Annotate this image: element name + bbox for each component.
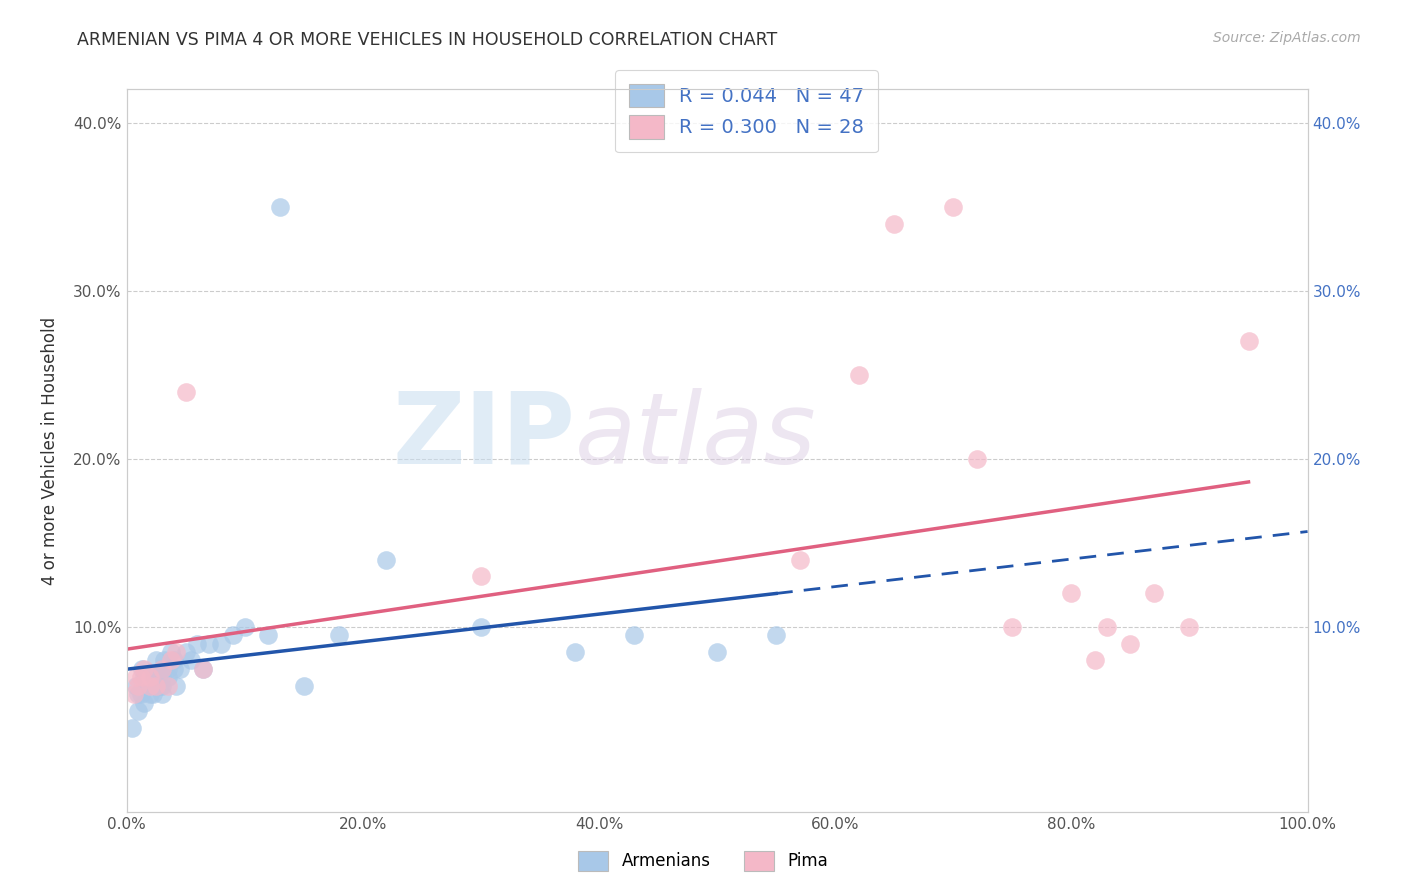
Point (1143, 586, 1166, 600)
Point (156, 670, 179, 684)
Point (163, 653, 186, 667)
Point (125, 679, 148, 693)
Point (174, 384, 197, 399)
Point (706, 645, 728, 659)
Point (193, 662, 215, 676)
Point (150, 670, 173, 684)
Point (789, 552, 811, 566)
Point (169, 662, 191, 676)
Point (129, 687, 152, 701)
Point (141, 670, 163, 684)
Point (292, 679, 315, 693)
Point (1095, 620, 1118, 634)
Point (145, 653, 167, 667)
Point (470, 569, 492, 583)
Point (149, 679, 172, 693)
Point (125, 670, 148, 684)
Point (564, 645, 586, 659)
Point (139, 679, 162, 693)
Point (160, 653, 183, 667)
Point (222, 628, 245, 642)
Point (198, 637, 221, 651)
Point (233, 620, 256, 634)
Point (153, 653, 176, 667)
Point (165, 679, 187, 693)
Point (1119, 637, 1142, 651)
Point (134, 662, 156, 676)
Point (257, 628, 280, 642)
Point (1001, 620, 1024, 634)
Y-axis label: 4 or more Vehicles in Household: 4 or more Vehicles in Household (41, 317, 59, 584)
Legend: Armenians, Pima: Armenians, Pima (569, 842, 837, 880)
Point (209, 637, 232, 651)
Text: Source: ZipAtlas.com: Source: ZipAtlas.com (1213, 31, 1361, 45)
Point (122, 687, 145, 701)
Point (375, 552, 398, 566)
Point (127, 687, 149, 701)
Point (156, 679, 179, 693)
Point (160, 645, 183, 659)
Point (470, 620, 492, 634)
Point (139, 670, 162, 684)
Point (150, 679, 173, 693)
Point (966, 451, 988, 466)
Point (883, 217, 905, 231)
Point (139, 687, 162, 701)
Text: atlas: atlas (575, 387, 817, 484)
Point (127, 704, 149, 718)
Point (145, 670, 167, 684)
Point (134, 670, 156, 684)
Point (156, 662, 179, 676)
Point (193, 662, 215, 676)
Point (121, 721, 143, 735)
Point (136, 679, 159, 693)
Point (131, 662, 153, 676)
Text: ARMENIAN VS PIMA 4 OR MORE VEHICLES IN HOUSEHOLD CORRELATION CHART: ARMENIAN VS PIMA 4 OR MORE VEHICLES IN H… (77, 31, 778, 49)
Point (765, 628, 787, 642)
Point (942, 200, 965, 214)
Point (328, 628, 350, 642)
Point (269, 200, 291, 214)
Point (145, 679, 167, 693)
Point (1084, 653, 1107, 667)
Point (150, 662, 173, 676)
Legend: R = 0.044   N = 47, R = 0.300   N = 28: R = 0.044 N = 47, R = 0.300 N = 28 (616, 70, 877, 153)
Point (139, 670, 162, 684)
Point (848, 368, 870, 382)
Point (623, 628, 645, 642)
Point (129, 670, 152, 684)
Point (127, 679, 149, 693)
Point (145, 679, 167, 693)
Text: ZIP: ZIP (392, 387, 575, 484)
Point (165, 645, 187, 659)
Point (141, 687, 163, 701)
Point (186, 637, 208, 651)
Point (134, 696, 156, 710)
Point (163, 662, 186, 676)
Point (1237, 334, 1260, 349)
Point (174, 645, 197, 659)
Point (150, 687, 173, 701)
Point (150, 662, 173, 676)
Point (1178, 620, 1201, 634)
Point (1060, 586, 1083, 600)
Point (180, 653, 202, 667)
